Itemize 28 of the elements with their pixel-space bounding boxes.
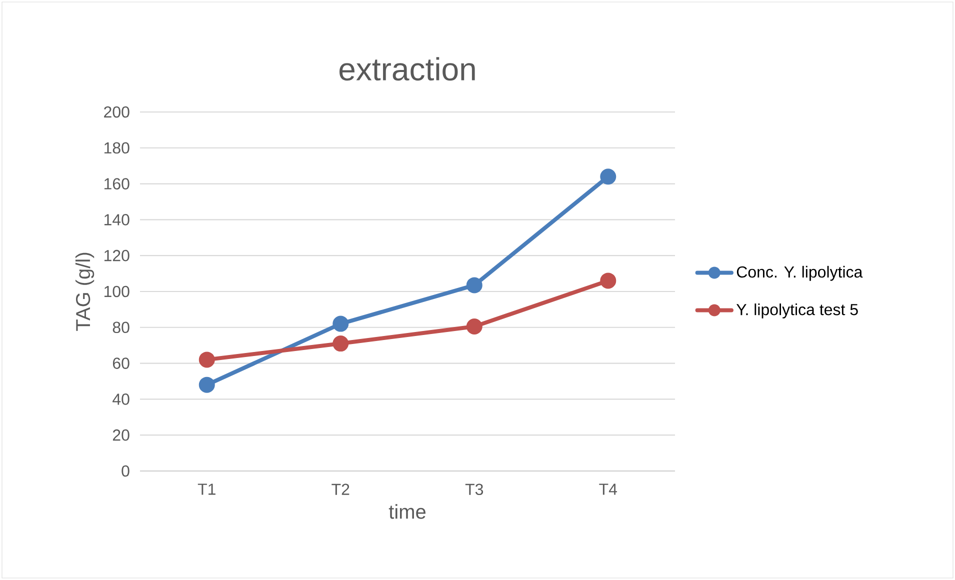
- point: [466, 277, 482, 294]
- point: [198, 352, 215, 368]
- chart-title: extraction: [339, 57, 475, 81]
- y-tick-label: 80: [112, 322, 130, 334]
- y-tick-label: 120: [104, 250, 130, 262]
- y-tick-label: 20: [112, 429, 130, 441]
- y-tick-label: 40: [112, 394, 130, 405]
- point: [332, 316, 349, 332]
- legend-label: Conc. Y. lipolytica: [736, 266, 863, 281]
- point: [600, 168, 616, 185]
- y-tick-label: 180: [104, 142, 130, 154]
- point: [198, 376, 215, 393]
- x-axis-title: time: [388, 504, 426, 519]
- x-tick-label: T1: [198, 484, 216, 495]
- point: [600, 272, 616, 289]
- x-tick-label: T2: [332, 484, 350, 495]
- x-tick-label: T3: [465, 484, 484, 496]
- point: [466, 318, 482, 334]
- y-tick-label: 60: [112, 358, 130, 369]
- y-tick-label: 200: [104, 106, 130, 118]
- y-axis-title: TAG (g/l): [75, 252, 94, 331]
- y-tick-label: 160: [104, 178, 130, 190]
- x-tick-label: T4: [599, 484, 617, 495]
- y-tick-label: 0: [122, 465, 130, 477]
- y-tick-label: 140: [104, 214, 130, 226]
- legend-label: Y. lipolytica test 5: [736, 303, 858, 318]
- y-tick-label: 100: [104, 286, 130, 298]
- point: [332, 336, 349, 352]
